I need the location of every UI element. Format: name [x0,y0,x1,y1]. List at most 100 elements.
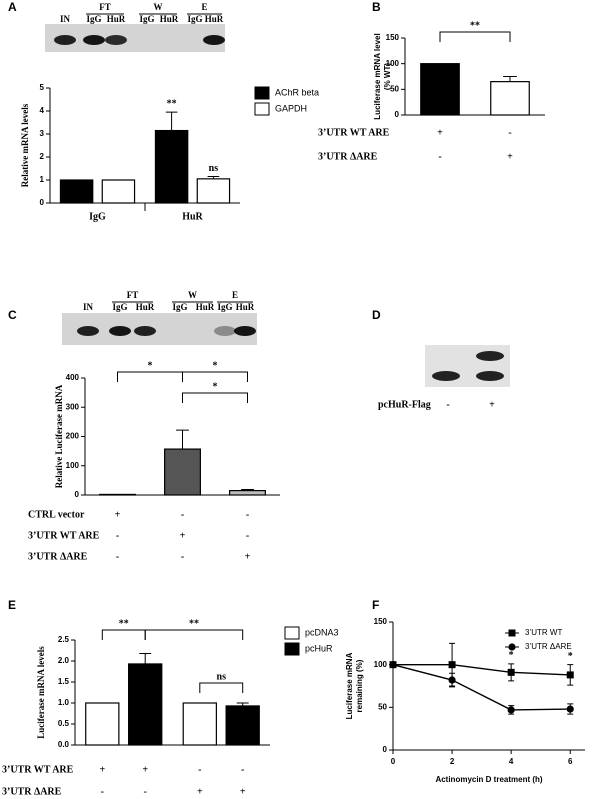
marker [508,629,516,637]
y-tick-label: 50 [378,702,387,711]
y-tick-label: 200 [66,432,80,441]
y-tick-label: 1 [40,175,45,184]
blot-band [203,35,225,45]
error-bar [241,488,254,491]
legend-label: 3’UTR ΔARE [525,642,572,651]
y-tick-label: 3 [40,129,45,138]
panel-letter: F [372,598,379,612]
marker [566,705,574,713]
legend-label: pcHuR [305,643,333,653]
error-bar [207,176,220,179]
panel-letter: B [372,0,381,14]
x-tick-label: HuR [182,211,203,222]
panel-letter: E [8,598,16,612]
bar [164,448,201,496]
lane-label: HuR [205,14,224,24]
lane-group-label: E [232,290,238,300]
condition-label: 3’UTR ΔARE [2,786,62,797]
error-bar [176,429,189,450]
condition-mark: - [246,509,249,520]
significance-label: ** [470,20,480,31]
lane-group-label: FT [127,290,139,300]
blot-band [476,371,504,381]
panel-letter: D [372,308,381,322]
condition-mark: - [116,551,119,562]
y-tick-label: 300 [66,402,80,411]
y-tick-label: 2.5 [58,635,70,644]
bar [490,81,530,116]
marker [566,671,574,679]
legend-swatch [254,86,270,100]
lane-label: IgG [172,302,187,312]
error-bar [139,652,152,664]
y-axis-label: Relative Luciferase mRNA [54,384,64,488]
bar [128,663,163,746]
x-tick-label: 4 [509,757,514,766]
condition-mark: + [197,786,203,797]
condition-mark: + [489,399,495,410]
condition-mark: - [446,399,449,410]
condition-mark: + [437,127,443,138]
y-tick-label: 400 [66,373,80,382]
marker [389,661,397,669]
significance-label: * [568,651,573,662]
y-tick-label: 0 [75,490,80,499]
y-tick-label: 0 [40,198,45,207]
blot-band [83,35,105,45]
bar [85,702,120,746]
y-tick-label: 100 [66,461,80,470]
legend-swatch [284,642,300,656]
lane-label: HuR [160,14,179,24]
blot-band [134,326,156,336]
condition-mark: - [181,551,184,562]
significance-bracket [439,31,511,42]
condition-mark: + [142,764,148,775]
marker [448,661,456,669]
legend-swatch [284,626,300,640]
lane-label: IN [60,14,71,24]
series-line [392,663,571,711]
condition-mark: - [508,127,511,138]
y-tick-label: 0.0 [58,740,70,749]
significance-label: * [148,360,153,371]
blot-band [234,326,256,336]
panel-letter: A [8,0,17,14]
condition-mark: + [507,151,513,162]
y-axis-label: Relative mRNA levels [20,103,30,187]
lane-label: IgG [139,14,154,24]
condition-mark: + [245,551,251,562]
significance-label: * [213,360,218,371]
condition-mark: - [198,764,201,775]
blot-band [214,326,236,336]
blot-band [432,371,460,381]
condition-label: 3’UTR WT ARE [28,530,100,541]
blot-band [105,35,127,45]
lane-label: IgG [112,302,127,312]
bar [196,178,231,204]
lane-label: HuR [236,302,255,312]
lane-label: HuR [136,302,155,312]
y-tick-label: 100 [374,660,388,669]
error-bar [503,76,517,82]
x-tick-label: 2 [450,757,455,766]
error-bar [165,111,178,131]
blot-band [54,35,76,45]
significance-bracket [144,629,244,640]
condition-label: CTRL vector [28,509,85,520]
y-tick-label: 2.0 [58,656,70,665]
condition-mark: + [99,764,105,775]
blot-label: pcHuR-Flag [378,399,431,410]
y-axis-label: Luciferase mRNA [345,652,354,719]
y-tick-label: 1.0 [58,698,70,707]
bar [182,702,217,746]
y-tick-label: 0 [383,745,388,754]
condition-mark: - [181,509,184,520]
significance-bracket [199,682,244,693]
x-axis-label: Actinomycin D treatment (h) [435,775,542,784]
y-tick-label: 50 [390,84,399,93]
panel-letter: C [8,308,17,322]
lane-group-label: E [201,2,207,12]
blot-band [476,351,504,361]
x-tick-label: 6 [568,757,573,766]
